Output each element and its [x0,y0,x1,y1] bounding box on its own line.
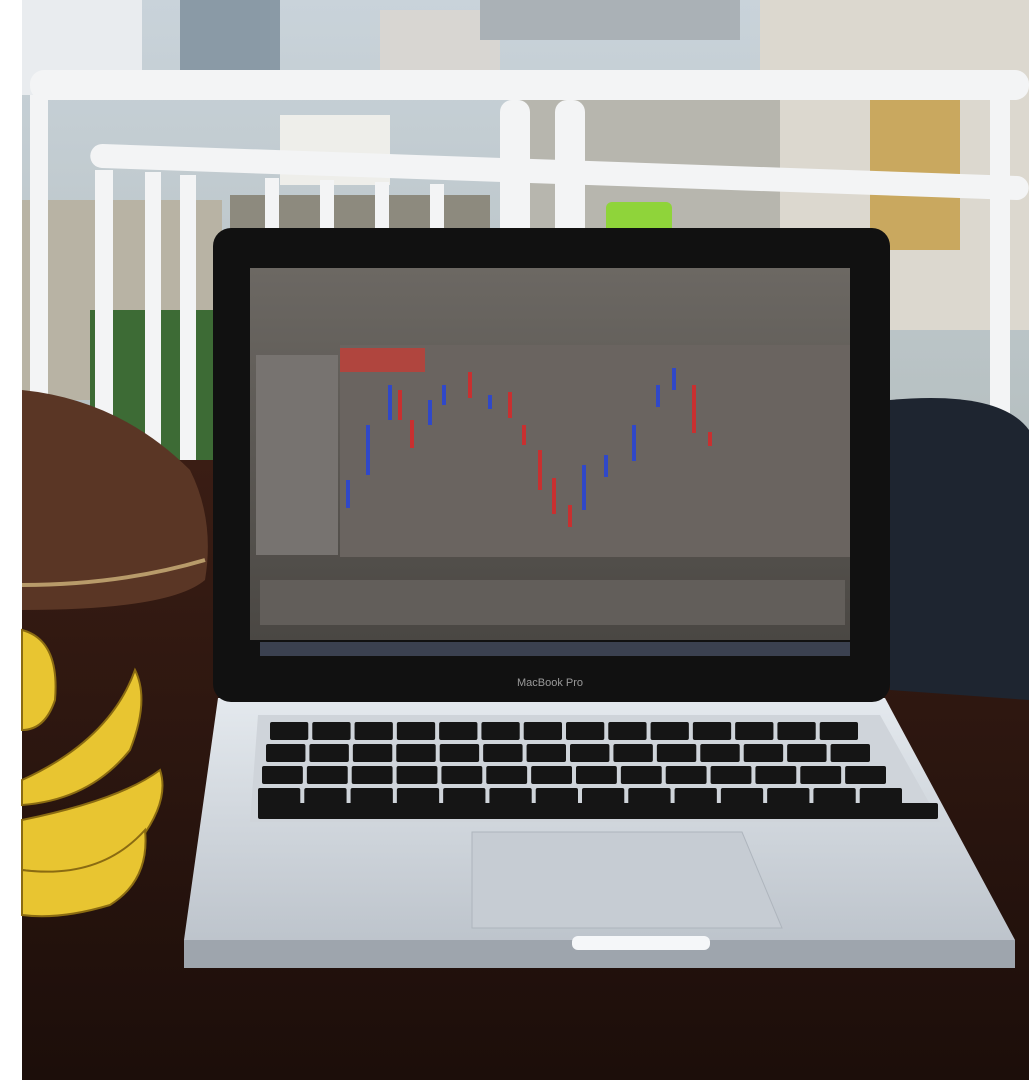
key [613,744,652,762]
key [441,766,482,784]
chart-badge [340,348,425,372]
key [262,766,303,784]
key [744,744,783,762]
key [307,766,348,784]
key [396,744,435,762]
key [570,744,609,762]
notch [572,936,710,950]
key [440,744,479,762]
key [800,766,841,784]
key [531,766,572,784]
key [527,744,566,762]
key [309,744,348,762]
key [524,722,562,740]
key [352,766,393,784]
key [735,722,773,740]
key [845,766,886,784]
key [666,766,707,784]
key-row [258,803,938,819]
key [397,766,438,784]
key [566,722,604,740]
key [651,722,689,740]
laptop-label: MacBook Pro [517,677,583,689]
key [486,766,527,784]
key [693,722,731,740]
key [755,766,796,784]
dock [260,642,850,656]
key [711,766,752,784]
key [439,722,477,740]
key [353,744,392,762]
key [621,766,662,784]
chart-area [340,345,850,557]
key [831,744,870,762]
keyboard [258,722,938,819]
key [483,744,522,762]
page: MacBook Pro (() => { const data = JSON.p… [0,0,1029,1087]
key [270,722,308,740]
key [481,722,519,740]
key [787,744,826,762]
key [576,766,617,784]
trackpad [472,832,782,928]
side-panel [256,355,338,555]
photo: MacBook Pro [0,0,1029,1087]
key [608,722,646,740]
key [312,722,350,740]
key [397,722,435,740]
key [657,744,696,762]
terminal-panel [260,580,845,625]
key [355,722,393,740]
key [820,722,858,740]
key [700,744,739,762]
key [266,744,305,762]
key [777,722,815,740]
chair [890,398,1029,700]
